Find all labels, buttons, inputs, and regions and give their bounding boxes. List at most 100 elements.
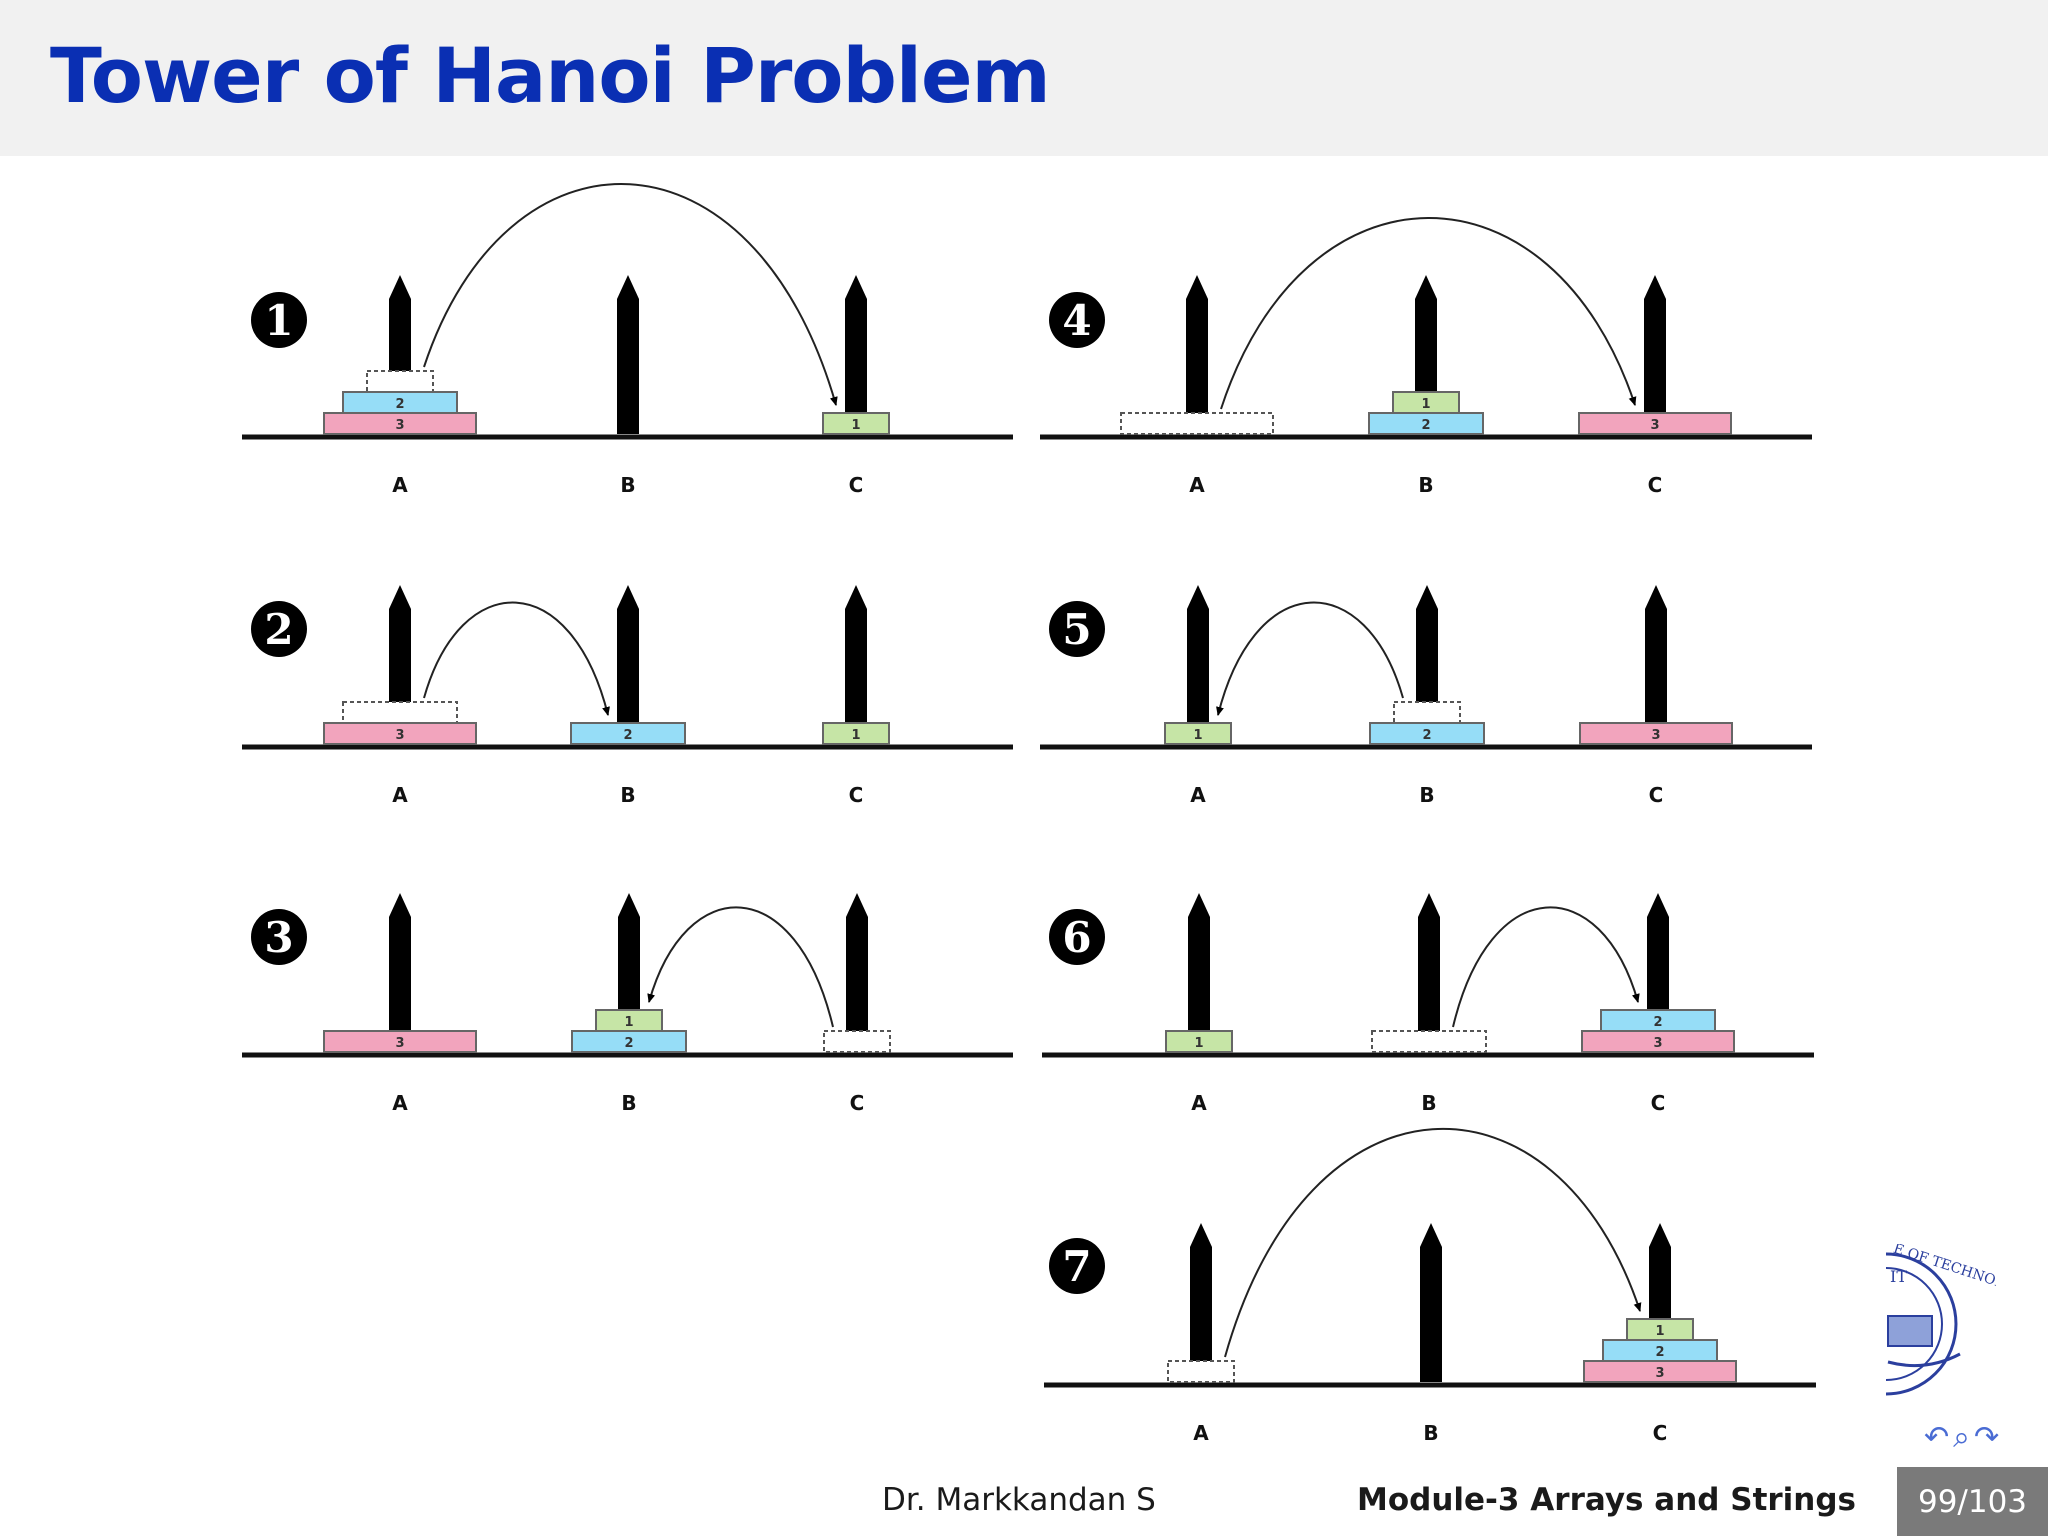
page-number[interactable]: 99/103 xyxy=(1897,1467,2048,1536)
disk-number: 3 xyxy=(1653,1036,1662,1051)
disk-number: 3 xyxy=(395,1036,404,1051)
disk-1 xyxy=(1392,391,1460,414)
step-badge xyxy=(1049,909,1105,965)
peg-label: B xyxy=(1421,1091,1436,1115)
hanoi-step-7: 7 A B C 3 2 1 xyxy=(1044,1127,1816,1445)
hanoi-step-5: 5 A B C 1 2 3 xyxy=(1040,585,1812,807)
disk-number: 2 xyxy=(395,397,404,412)
disk-1 xyxy=(1626,1318,1694,1341)
ghost-disk xyxy=(1371,1030,1487,1053)
step-badge xyxy=(251,292,307,348)
institute-seal-logo: E OF TECHNOLOGY IT xyxy=(1886,1244,1996,1396)
search-icon[interactable]: ⌕ xyxy=(1953,1420,1974,1455)
peg-b xyxy=(1420,1223,1442,1382)
ghost-disk xyxy=(366,370,434,393)
move-arrow xyxy=(423,182,838,406)
move-arrow xyxy=(1220,217,1637,410)
disk-number: 1 xyxy=(1194,1036,1203,1051)
hanoi-step-4: 4 A B C 2 1 3 xyxy=(1040,217,1812,497)
move-arrow xyxy=(1216,601,1404,716)
peg-label: B xyxy=(621,1091,636,1115)
step-badge-number: 6 xyxy=(1062,913,1091,962)
peg-label: C xyxy=(1651,1091,1666,1115)
peg-label: A xyxy=(1190,783,1206,807)
disk-3 xyxy=(323,1030,477,1053)
disk-number: 1 xyxy=(851,418,860,433)
step-badge-number: 2 xyxy=(264,605,293,654)
disk-number: 2 xyxy=(1653,1015,1662,1030)
slide-navigation[interactable]: ↶⌕↷ xyxy=(1924,1420,2003,1455)
peg-c xyxy=(846,893,868,1052)
peg-c xyxy=(1645,585,1667,744)
disk-2 xyxy=(1600,1009,1716,1032)
disk-1 xyxy=(595,1009,663,1032)
peg-c xyxy=(1644,275,1666,434)
peg-label: B xyxy=(1419,783,1434,807)
peg-a xyxy=(1190,1223,1212,1382)
move-arrow xyxy=(647,906,834,1028)
step-badge-number: 4 xyxy=(1062,296,1091,345)
disk-number: 2 xyxy=(624,1036,633,1051)
peg-label: A xyxy=(392,783,408,807)
peg-label: B xyxy=(620,473,635,497)
title-bar: Tower of Hanoi Problem xyxy=(0,0,2048,156)
peg-label: C xyxy=(850,1091,865,1115)
undo-icon[interactable]: ↶ xyxy=(1924,1420,1954,1455)
peg-label: B xyxy=(1418,473,1433,497)
disk-2 xyxy=(570,722,686,745)
ghost-disk xyxy=(1167,1360,1235,1383)
hanoi-step-1: 1 A B C 3 2 1 xyxy=(242,182,1013,497)
peg-a xyxy=(1188,893,1210,1052)
peg-label: A xyxy=(1189,473,1205,497)
hanoi-step-6: 6 A B C 1 3 2 xyxy=(1042,893,1814,1115)
disk-1 xyxy=(1165,1030,1233,1053)
disk-number: 3 xyxy=(1650,418,1659,433)
move-arrow xyxy=(1224,1127,1642,1358)
disk-number: 3 xyxy=(1655,1366,1664,1381)
peg-label: C xyxy=(1649,783,1664,807)
disk-1 xyxy=(822,412,890,435)
step-badge xyxy=(1049,292,1105,348)
peg-b xyxy=(617,275,639,434)
redo-icon[interactable]: ↷ xyxy=(1973,1420,2004,1455)
disk-number: 3 xyxy=(395,418,404,433)
hanoi-step-2: 2 A B C 3 2 1 xyxy=(242,585,1013,807)
peg-b xyxy=(1418,893,1440,1052)
disk-1 xyxy=(822,722,890,745)
disk-number: 3 xyxy=(1651,728,1660,743)
peg-label: C xyxy=(849,473,864,497)
disk-2 xyxy=(1369,722,1485,745)
disk-number: 2 xyxy=(1655,1345,1664,1360)
disk-3 xyxy=(1579,722,1733,745)
step-badge-number: 7 xyxy=(1062,1242,1091,1291)
ghost-disk xyxy=(823,1030,891,1053)
peg-c xyxy=(845,585,867,744)
peg-b xyxy=(617,585,639,744)
step-badge xyxy=(251,909,307,965)
peg-label: C xyxy=(1648,473,1663,497)
disk-1 xyxy=(1164,722,1232,745)
step-badge xyxy=(1049,1238,1105,1294)
peg-a xyxy=(1186,275,1208,434)
disk-number: 2 xyxy=(623,728,632,743)
peg-label: A xyxy=(1191,1091,1207,1115)
peg-label: A xyxy=(392,473,408,497)
peg-label: B xyxy=(620,783,635,807)
disk-number: 1 xyxy=(1655,1324,1664,1339)
move-arrow xyxy=(1452,906,1640,1028)
disk-number: 1 xyxy=(1193,728,1202,743)
ghost-disk xyxy=(1120,412,1274,435)
peg-c xyxy=(845,275,867,434)
ghost-disk xyxy=(342,701,458,724)
peg-a xyxy=(1187,585,1209,744)
step-badge-number: 5 xyxy=(1062,605,1091,654)
disk-3 xyxy=(323,722,477,745)
hanoi-step-3: 3 A B C 3 2 1 xyxy=(242,893,1013,1115)
step-badge xyxy=(251,601,307,657)
seal-subtext: IT xyxy=(1890,1267,1907,1286)
disk-number: 2 xyxy=(1422,728,1431,743)
footer-author: Dr. Markkandan S xyxy=(882,1482,1156,1518)
peg-label: C xyxy=(1653,1421,1668,1445)
disk-number: 1 xyxy=(624,1015,633,1030)
